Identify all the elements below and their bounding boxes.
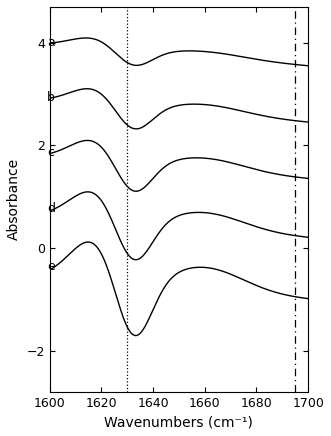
Text: e: e — [47, 260, 55, 273]
Y-axis label: Absorbance: Absorbance — [7, 158, 21, 240]
Text: d: d — [47, 202, 55, 215]
Text: a: a — [47, 36, 55, 49]
Text: c: c — [47, 146, 54, 159]
X-axis label: Wavenumbers (cm⁻¹): Wavenumbers (cm⁻¹) — [105, 415, 253, 429]
Text: b: b — [47, 91, 55, 104]
